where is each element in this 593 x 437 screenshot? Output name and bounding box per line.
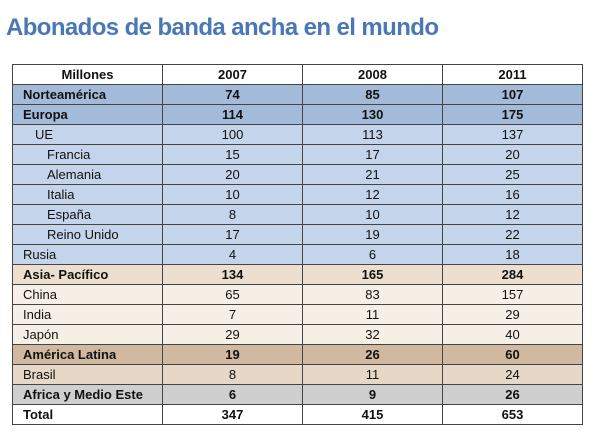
cell-value: 74 xyxy=(162,84,303,105)
cell-value: 12 xyxy=(302,184,443,205)
cell-value: 113 xyxy=(302,124,443,145)
cell-value: 40 xyxy=(442,324,583,345)
row-label: Total xyxy=(12,404,163,425)
cell-value: 19 xyxy=(302,224,443,245)
table-row: Total 347 415 653 xyxy=(12,404,583,425)
cell-value: 24 xyxy=(442,364,583,385)
cell-value: 8 xyxy=(162,364,303,385)
table-row: China 65 83 157 xyxy=(12,284,583,305)
column-header: 2007 xyxy=(162,64,303,85)
cell-value: 114 xyxy=(162,104,303,125)
cell-value: 653 xyxy=(442,404,583,425)
row-label: Asia- Pacífico xyxy=(12,264,163,285)
cell-value: 10 xyxy=(302,204,443,225)
table-row: Francia 15 17 20 xyxy=(12,144,583,165)
row-label: UE xyxy=(12,124,163,145)
row-label: Alemania xyxy=(12,164,163,185)
cell-value: 284 xyxy=(442,264,583,285)
cell-value: 8 xyxy=(162,204,303,225)
row-label: Europa xyxy=(12,104,163,125)
cell-value: 29 xyxy=(442,304,583,325)
cell-value: 25 xyxy=(442,164,583,185)
cell-value: 165 xyxy=(302,264,443,285)
cell-value: 15 xyxy=(162,144,303,165)
cell-value: 29 xyxy=(162,324,303,345)
cell-value: 16 xyxy=(442,184,583,205)
column-header: 2008 xyxy=(302,64,443,85)
cell-value: 7 xyxy=(162,304,303,325)
cell-value: 12 xyxy=(442,204,583,225)
cell-value: 11 xyxy=(302,364,443,385)
table-row: Italia 10 12 16 xyxy=(12,184,583,205)
cell-value: 21 xyxy=(302,164,443,185)
cell-value: 32 xyxy=(302,324,443,345)
table-row: Rusia 4 6 18 xyxy=(12,244,583,265)
cell-value: 6 xyxy=(162,384,303,405)
row-label: Brasil xyxy=(12,364,163,385)
cell-value: 65 xyxy=(162,284,303,305)
table-row: Japón 29 32 40 xyxy=(12,324,583,345)
cell-value: 18 xyxy=(442,244,583,265)
cell-value: 100 xyxy=(162,124,303,145)
cell-value: 60 xyxy=(442,344,583,365)
table-row: Brasil 8 11 24 xyxy=(12,364,583,385)
cell-value: 347 xyxy=(162,404,303,425)
table-row: América Latina 19 26 60 xyxy=(12,344,583,365)
row-label: Japón xyxy=(12,324,163,345)
cell-value: 85 xyxy=(302,84,443,105)
cell-value: 26 xyxy=(442,384,583,405)
row-label: India xyxy=(12,304,163,325)
table-row: Reino Unido 17 19 22 xyxy=(12,224,583,245)
cell-value: 19 xyxy=(162,344,303,365)
table-row: Asia- Pacífico 134 165 284 xyxy=(12,264,583,285)
cell-value: 134 xyxy=(162,264,303,285)
table-row: Europa 114 130 175 xyxy=(12,104,583,125)
row-label: Rusia xyxy=(12,244,163,265)
cell-value: 20 xyxy=(442,144,583,165)
cell-value: 11 xyxy=(302,304,443,325)
table-row: Alemania 20 21 25 xyxy=(12,164,583,185)
cell-value: 175 xyxy=(442,104,583,125)
cell-value: 6 xyxy=(302,244,443,265)
cell-value: 107 xyxy=(442,84,583,105)
table-row: Africa y Medio Este 6 9 26 xyxy=(12,384,583,405)
cell-value: 26 xyxy=(302,344,443,365)
row-label: América Latina xyxy=(12,344,163,365)
column-header: 2011 xyxy=(442,64,583,85)
cell-value: 83 xyxy=(302,284,443,305)
header-row: Millones 2007 2008 2011 xyxy=(12,64,583,85)
row-label: Italia xyxy=(12,184,163,205)
table-row: UE 100 113 137 xyxy=(12,124,583,145)
row-label: Africa y Medio Este xyxy=(12,384,163,405)
cell-value: 10 xyxy=(162,184,303,205)
cell-value: 4 xyxy=(162,244,303,265)
cell-value: 130 xyxy=(302,104,443,125)
cell-value: 22 xyxy=(442,224,583,245)
cell-value: 9 xyxy=(302,384,443,405)
cell-value: 415 xyxy=(302,404,443,425)
table-row: India 7 11 29 xyxy=(12,304,583,325)
cell-value: 157 xyxy=(442,284,583,305)
table-body: Norteamérica 74 85 107 Europa 114 130 175 UE 100 1… xyxy=(12,84,583,425)
cell-value: 17 xyxy=(302,144,443,165)
chart-title: Abonados de banda ancha en el mundo xyxy=(6,14,439,41)
row-label: Norteamérica xyxy=(12,84,163,105)
header-label: Millones xyxy=(12,64,163,85)
broadband-table: Millones 2007 2008 2011 Norteamérica 74 85… xyxy=(12,64,583,425)
table-row: Norteamérica 74 85 107 xyxy=(12,84,583,105)
row-label: Reino Unido xyxy=(12,224,163,245)
cell-value: 17 xyxy=(162,224,303,245)
row-label: China xyxy=(12,284,163,305)
row-label: Francia xyxy=(12,144,163,165)
cell-value: 137 xyxy=(442,124,583,145)
table-row: España 8 10 12 xyxy=(12,204,583,225)
cell-value: 20 xyxy=(162,164,303,185)
row-label: España xyxy=(12,204,163,225)
